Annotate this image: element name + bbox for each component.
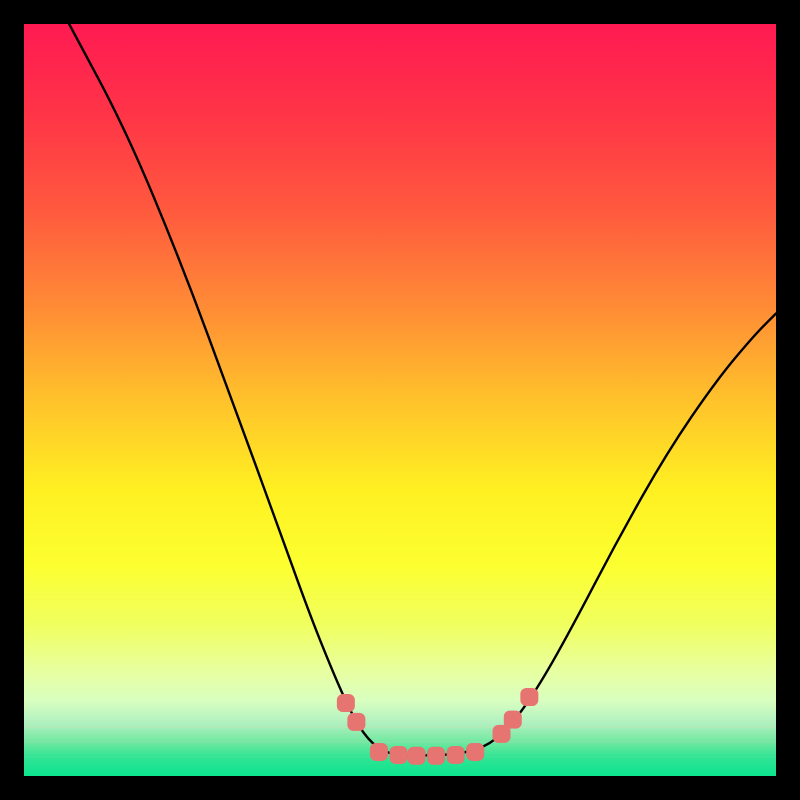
curve-marker [504,711,522,729]
page-root: TheBottleneck.com [0,0,800,800]
curve-marker [447,746,465,764]
chart-plot-area [24,24,776,776]
curve-marker [466,743,484,761]
curve-marker [337,694,355,712]
curve-marker [427,747,445,765]
curve-marker [520,688,538,706]
curve-marker [390,746,408,764]
curve-marker [370,743,388,761]
curve-marker [347,713,365,731]
curve-marker [408,747,426,765]
chart-svg [24,24,776,776]
